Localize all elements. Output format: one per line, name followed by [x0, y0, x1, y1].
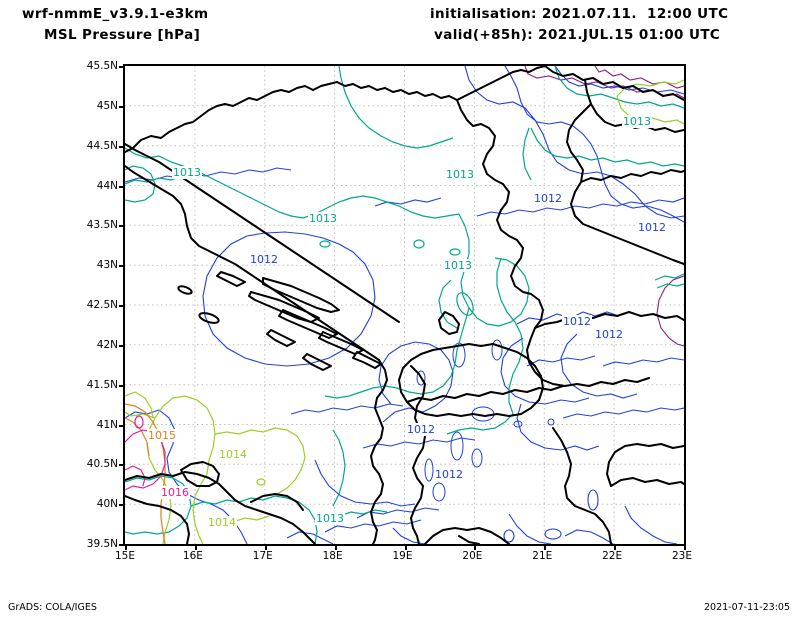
ytick-mark	[119, 185, 124, 188]
valid-time-label: valid(+85h): 2021.JUL.15 01:00 UTC	[434, 27, 721, 43]
svg-text:1013: 1013	[446, 168, 474, 181]
ytick-mark	[119, 265, 124, 268]
ytick-label-43-5N: 43.5N	[86, 219, 118, 232]
svg-text:1013: 1013	[444, 259, 472, 272]
contour-value-labels: 1013 1013 1013 1013 1013 1013 1012 1012	[147, 115, 667, 529]
plot-clip: 1013 1013 1013 1013 1013 1013 1012 1012	[125, 66, 684, 544]
mslp-contour-svg: 1013 1013 1013 1013 1013 1013 1012 1012	[125, 66, 684, 544]
ytick-label-44N: 44N	[96, 179, 118, 192]
ytick-label-45-5N: 45.5N	[86, 60, 118, 72]
ytick-mark	[119, 544, 124, 546]
field-name-label: MSL Pressure [hPa]	[44, 27, 201, 43]
ytick-label-42-5N: 42.5N	[86, 299, 118, 311]
svg-text:1016: 1016	[161, 486, 189, 499]
contour-line-1016	[125, 415, 166, 491]
svg-text:1013: 1013	[173, 166, 201, 179]
grads-credit-label: GrADS: COLA/IGES	[8, 602, 97, 613]
contour-line-1014	[125, 79, 684, 544]
model-name-label: wrf-nmmE_v3.9.1-e3km	[22, 6, 209, 22]
xtick-label-17E: 17E	[252, 550, 273, 562]
ytick-mark	[119, 145, 124, 148]
svg-text:1012: 1012	[407, 423, 435, 436]
xtick-mark	[334, 545, 337, 550]
xtick-mark	[404, 545, 407, 550]
xtick-mark	[474, 545, 477, 550]
contour-line-1011	[524, 66, 684, 347]
ytick-label-40N: 40N	[96, 498, 118, 511]
svg-text:1013: 1013	[309, 212, 337, 225]
ytick-label-42N: 42N	[96, 338, 118, 351]
ytick-mark	[119, 464, 124, 467]
xtick-label-15E: 15E	[115, 550, 135, 562]
svg-text:1014: 1014	[208, 516, 236, 529]
xtick-label-20E: 20E	[462, 550, 483, 562]
ytick-label-44-5N: 44.5N	[86, 139, 118, 152]
xtick-mark	[614, 545, 617, 550]
svg-text:1012: 1012	[638, 221, 666, 234]
xtick-label-16E: 16E	[182, 550, 203, 562]
ytick-label-45N: 45N	[96, 99, 118, 112]
ytick-label-43N: 43N	[96, 259, 118, 272]
xtick-label-18E: 18E	[322, 550, 343, 562]
xtick-label-23E: 23E	[672, 550, 692, 562]
ytick-label-41N: 41N	[96, 418, 118, 431]
xtick-label-22E: 22E	[602, 550, 623, 562]
svg-text:1015: 1015	[148, 429, 176, 442]
ytick-label-39-5N: 39.5N	[86, 538, 118, 550]
svg-text:1012: 1012	[435, 468, 463, 481]
ytick-label-40-5N: 40.5N	[86, 458, 118, 471]
xtick-mark	[125, 545, 127, 550]
render-timestamp-label: 2021-07-11-23:05	[703, 602, 790, 613]
ytick-mark	[119, 504, 124, 507]
ytick-mark	[119, 225, 124, 228]
svg-text:1012: 1012	[563, 315, 591, 328]
coastline-layer	[125, 66, 684, 544]
svg-text:1012: 1012	[595, 328, 623, 341]
ytick-mark	[119, 66, 124, 68]
svg-text:1014: 1014	[219, 448, 247, 461]
ytick-mark	[119, 305, 124, 307]
svg-text:1012: 1012	[534, 192, 562, 205]
xtick-mark	[684, 545, 686, 550]
xtick-label-21E: 21E	[532, 550, 553, 562]
svg-text:1013: 1013	[623, 115, 651, 128]
contour-plot-frame: 1013 1013 1013 1013 1013 1013 1012 1012	[119, 64, 686, 550]
grid-lines	[125, 66, 684, 544]
xtick-mark	[194, 545, 197, 550]
ytick-mark	[119, 384, 124, 387]
ytick-label-41-5N: 41.5N	[86, 378, 118, 391]
initialisation-time-label: initialisation: 2021.07.11. 12:00 UTC	[430, 6, 729, 22]
svg-text:1012: 1012	[250, 253, 278, 266]
ytick-mark	[119, 344, 124, 347]
xtick-label-19E: 19E	[392, 550, 413, 562]
xtick-mark	[264, 545, 267, 550]
svg-text:1013: 1013	[316, 512, 344, 525]
contour-line-1012	[125, 66, 684, 544]
xtick-mark	[544, 545, 547, 550]
ytick-mark	[119, 105, 124, 108]
ytick-mark	[119, 424, 124, 427]
